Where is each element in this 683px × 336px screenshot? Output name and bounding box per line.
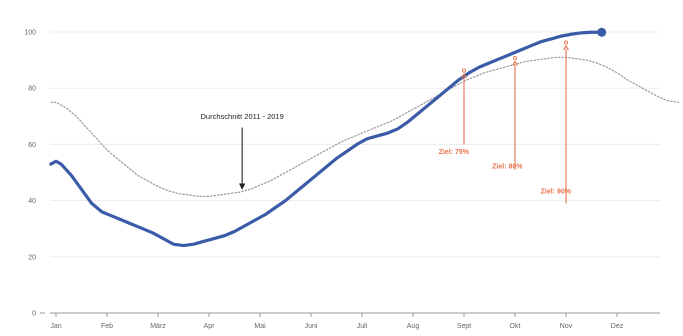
x-tick-label-sept: Sept — [457, 323, 471, 330]
axis-layer: 0 20 40 60 80 100 Jan Feb März Apr Mai Juni Juli Aug S… — [24, 30, 623, 331]
grid-layer — [50, 31, 660, 314]
x-tick-label-mai: Mai — [254, 323, 266, 330]
annotation-label-average-label: Durchschnitt 2011 - 2019 — [201, 112, 284, 121]
series-line-average — [50, 56, 679, 197]
series-end-marker — [597, 27, 607, 37]
x-tick-label-okt: Okt — [510, 323, 521, 330]
x-tick-label-nov: Nov — [560, 323, 573, 330]
x-tick-label-apr: Apr — [204, 323, 216, 330]
target-marker-target-90 — [563, 40, 569, 45]
target-marker-target-75 — [461, 68, 467, 73]
y-tick-label-40: 40 — [28, 198, 36, 205]
x-tick-label-aug: Aug — [407, 323, 420, 330]
y-tick-label-100: 100 — [24, 30, 36, 37]
target-marker-target-80 — [512, 55, 518, 61]
x-tick-label-juli: Juli — [357, 323, 368, 330]
target-layer: Ziel: 75% Ziel: 80% Ziel: 90% — [439, 40, 572, 204]
x-tick-label-feb: Feb — [101, 323, 113, 330]
y-tick-label-60: 60 — [28, 142, 36, 149]
x-tick-label-jan: Jan — [50, 323, 61, 330]
series-layer — [49, 27, 679, 248]
x-tick-label-märz: März — [150, 323, 166, 330]
series-line-current — [49, 30, 604, 248]
target-label-target-75: Ziel: 75% — [439, 149, 470, 156]
target-label-target-90: Ziel: 90% — [541, 189, 572, 196]
target-label-target-80: Ziel: 80% — [492, 163, 523, 170]
x-tick-label-dez: Dez — [611, 323, 624, 330]
target-arrowhead-target-90 — [563, 45, 569, 51]
y-tick-label-80: 80 — [28, 86, 36, 93]
target-arrowhead-target-75 — [461, 73, 467, 79]
x-tick-label-juni: Juni — [305, 323, 318, 330]
y-tick-label-0: 0 — [32, 311, 36, 318]
annotation-layer: Durchschnitt 2011 - 2019 — [201, 112, 284, 190]
target-arrowhead-target-80 — [512, 60, 518, 66]
y-tick-label-20: 20 — [28, 254, 36, 261]
